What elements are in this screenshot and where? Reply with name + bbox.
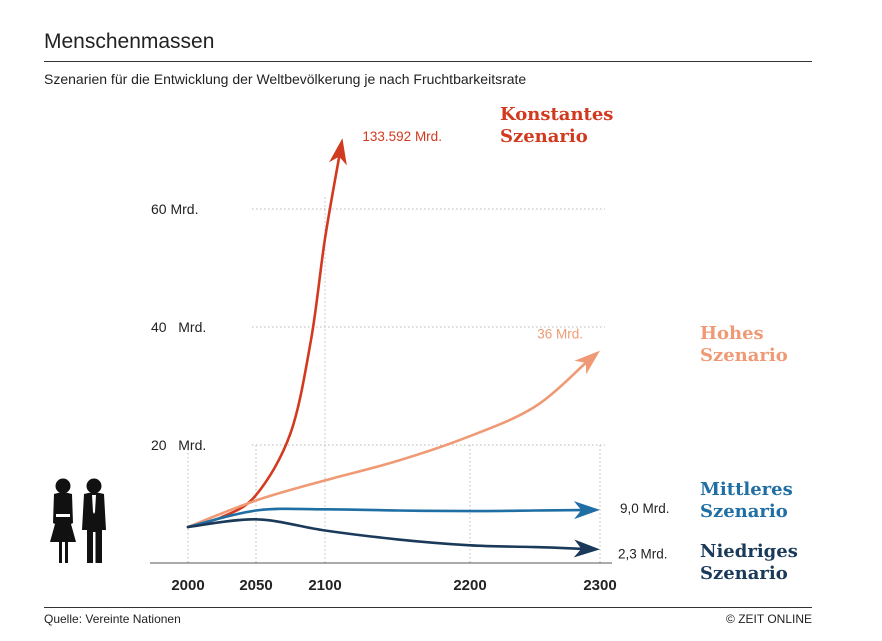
chart-subtitle: Szenarien für die Entwicklung der Weltbe… [44,71,527,87]
x-tick-label-2000: 2000 [171,577,204,594]
end-value-label-konstantes: 133.592 Mrd. [362,129,442,144]
legend-niedriges: Niedriges Szenario [700,541,798,585]
x-tick-label-2300: 2300 [583,577,616,594]
labels-layer: 20 Mrd. 40 Mrd. 60 Mrd. 2000 2050 2100 2200 230… [151,129,670,594]
legend-konstantes: Konstantes Szenario [500,104,613,148]
legend-mittleres: Mittleres Szenario [700,479,793,523]
arrowhead-konstantes [329,138,347,166]
credit-note: © ZEIT ONLINE [726,612,812,626]
series-line-konstantes [186,154,341,529]
end-value-label-mittleres: 9,0 Mrd. [620,501,670,516]
legend-hohes: Hohes Szenario [700,323,788,367]
legend-konstantes-line2: Szenario [500,126,588,147]
arrowhead-mittleres [573,501,600,520]
legend-hohes-line1: Hohes [700,323,764,344]
legend-niedriges-line1: Niedriges [700,541,798,562]
people-icon [50,478,106,563]
arrowhead-niedriges [573,539,600,558]
y-tick-label-20: 20 Mrd. [151,437,206,453]
source-note: Quelle: Vereinte Nationen [44,612,181,626]
x-tick-label-2200: 2200 [453,577,486,594]
footer-rule [44,607,812,608]
end-value-label-hohes: 36 Mrd. [537,327,583,342]
series-line-mittleres [186,507,584,529]
y-tick-label-40: 40 Mrd. [151,319,206,335]
legend-konstantes-line1: Konstantes [500,104,614,125]
x-tick-label-2100: 2100 [308,577,341,594]
legend-mittleres-line1: Mittleres [700,479,793,500]
end-value-label-niedriges: 2,3 Mrd. [618,546,668,561]
series-line-hohes [186,361,588,529]
legend-mittleres-line2: Szenario [700,501,788,522]
series-layer [186,138,600,558]
y-tick-label-60: 60 Mrd. [151,201,198,217]
title-rule [44,61,812,62]
series-line-niedriges [186,517,584,551]
x-tick-label-2050: 2050 [239,577,272,594]
arrowhead-hohes [574,350,600,375]
legend-hohes-line2: Szenario [700,345,788,366]
page-title: Menschenmassen [44,30,215,53]
legend-niedriges-line2: Szenario [700,563,788,584]
grid-lines [187,197,605,563]
